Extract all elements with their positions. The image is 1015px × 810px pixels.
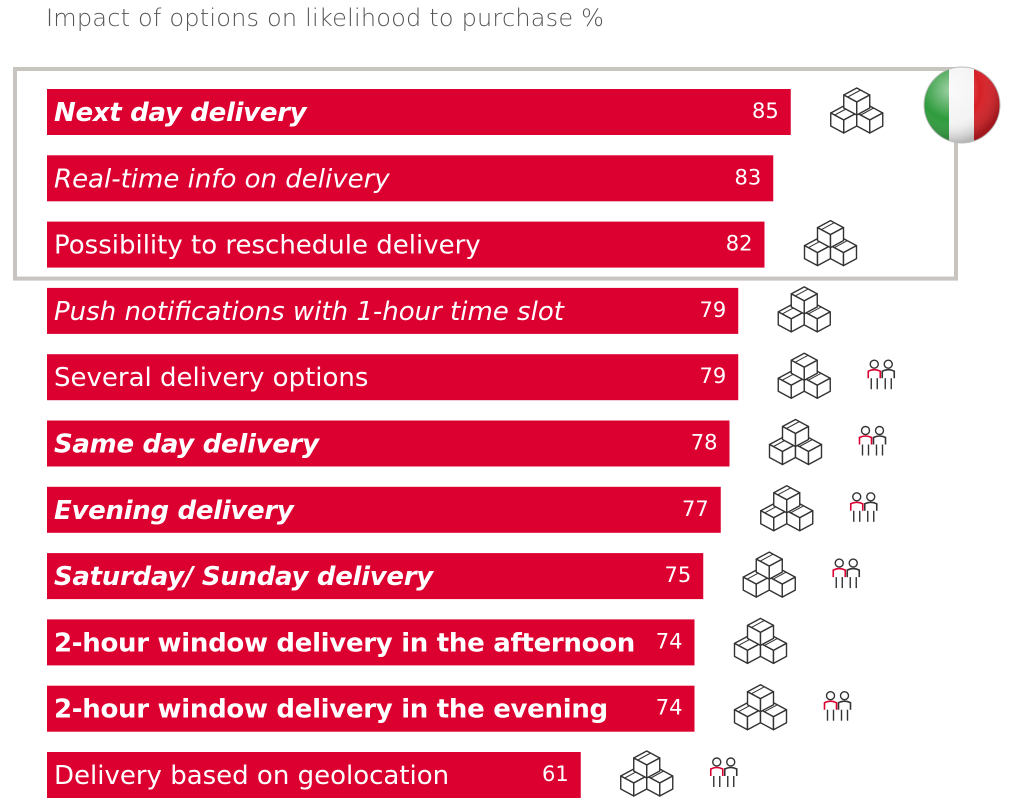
boxes-icon — [620, 750, 674, 797]
bar-value-label: 83 — [735, 165, 762, 189]
bar-value-label: 78 — [691, 431, 718, 455]
boxes-icon — [733, 684, 788, 731]
bar-value-label: 74 — [656, 629, 683, 653]
bars-layer: Next day delivery 85 Real-time info on del… — [47, 89, 791, 798]
bar-row: 2-hour window delivery in the afternoon 7… — [47, 619, 695, 666]
chart-title: Impact of options on likelihood to purch… — [46, 4, 605, 32]
bar-row: Push notifications with 1-hour time slot… — [47, 287, 739, 334]
bar-row: Possibility to reschedule delivery 82 — [47, 221, 765, 268]
boxes-icon — [733, 617, 788, 665]
icons-layer — [620, 87, 896, 797]
bar — [47, 221, 765, 268]
bar-value-label: 79 — [700, 364, 727, 388]
bar-category-label: Saturday/ Sunday delivery — [54, 562, 434, 592]
bar-row: Several delivery options 79 — [47, 354, 739, 401]
boxes-icon — [777, 286, 831, 333]
people-icon — [823, 691, 852, 721]
bar — [47, 685, 695, 732]
bar-value-label: 74 — [656, 696, 683, 720]
boxes-icon — [777, 352, 831, 399]
bar-value-label: 85 — [752, 99, 779, 123]
bar-category-label: 2-hour window delivery in the evening — [54, 695, 608, 725]
bar-value-label: 75 — [665, 563, 692, 587]
bar-category-label: Push notifications with 1-hour time slot — [54, 297, 565, 327]
bar — [47, 354, 739, 401]
boxes-icon — [768, 418, 823, 466]
bar-row: Real-time info on delivery 83 — [47, 155, 774, 202]
boxes-icon — [830, 87, 884, 134]
boxes-icon — [803, 219, 858, 267]
bar — [47, 553, 704, 600]
bar-category-label: Evening delivery — [54, 496, 295, 526]
bar — [47, 420, 730, 467]
bar-category-label: Same day delivery — [54, 430, 320, 460]
bar-row: Saturday/ Sunday delivery 75 — [47, 553, 704, 600]
italy-flag-icon — [923, 66, 1001, 144]
bar-row: Evening delivery 77 — [47, 486, 721, 533]
boxes-icon — [760, 485, 814, 532]
bar-category-label: Real-time info on delivery — [54, 164, 390, 194]
bar — [47, 155, 774, 202]
bar-value-label: 82 — [726, 232, 753, 256]
people-icon — [832, 558, 861, 589]
people-icon — [849, 492, 878, 522]
highlight-frame — [13, 67, 958, 281]
bar-value-label: 77 — [682, 497, 709, 521]
bar — [47, 486, 721, 533]
bar-category-label: Next day delivery — [54, 98, 308, 128]
bar-row: 2-hour window delivery in the evening 74 — [47, 685, 695, 732]
bar-value-label: 79 — [700, 298, 727, 322]
bar-row: Delivery based on geolocation 61 — [47, 752, 581, 798]
highlight-frame-layer — [13, 66, 1001, 281]
bar — [47, 89, 791, 135]
bar-category-label: 2-hour window delivery in the afternoon — [54, 628, 635, 658]
bar-category-label: Delivery based on geolocation — [54, 761, 449, 791]
bar-row: Next day delivery 85 — [47, 89, 791, 135]
people-icon — [858, 425, 887, 456]
bar — [47, 619, 695, 666]
people-icon — [867, 359, 896, 390]
bar-row: Same day delivery 78 — [47, 420, 730, 467]
bar — [47, 752, 581, 798]
bar-category-label: Several delivery options — [54, 363, 368, 393]
bar — [47, 287, 739, 334]
boxes-icon — [742, 551, 796, 598]
bar-category-label: Possibility to reschedule delivery — [54, 231, 481, 261]
people-icon — [709, 757, 738, 787]
bar-value-label: 61 — [542, 762, 569, 786]
